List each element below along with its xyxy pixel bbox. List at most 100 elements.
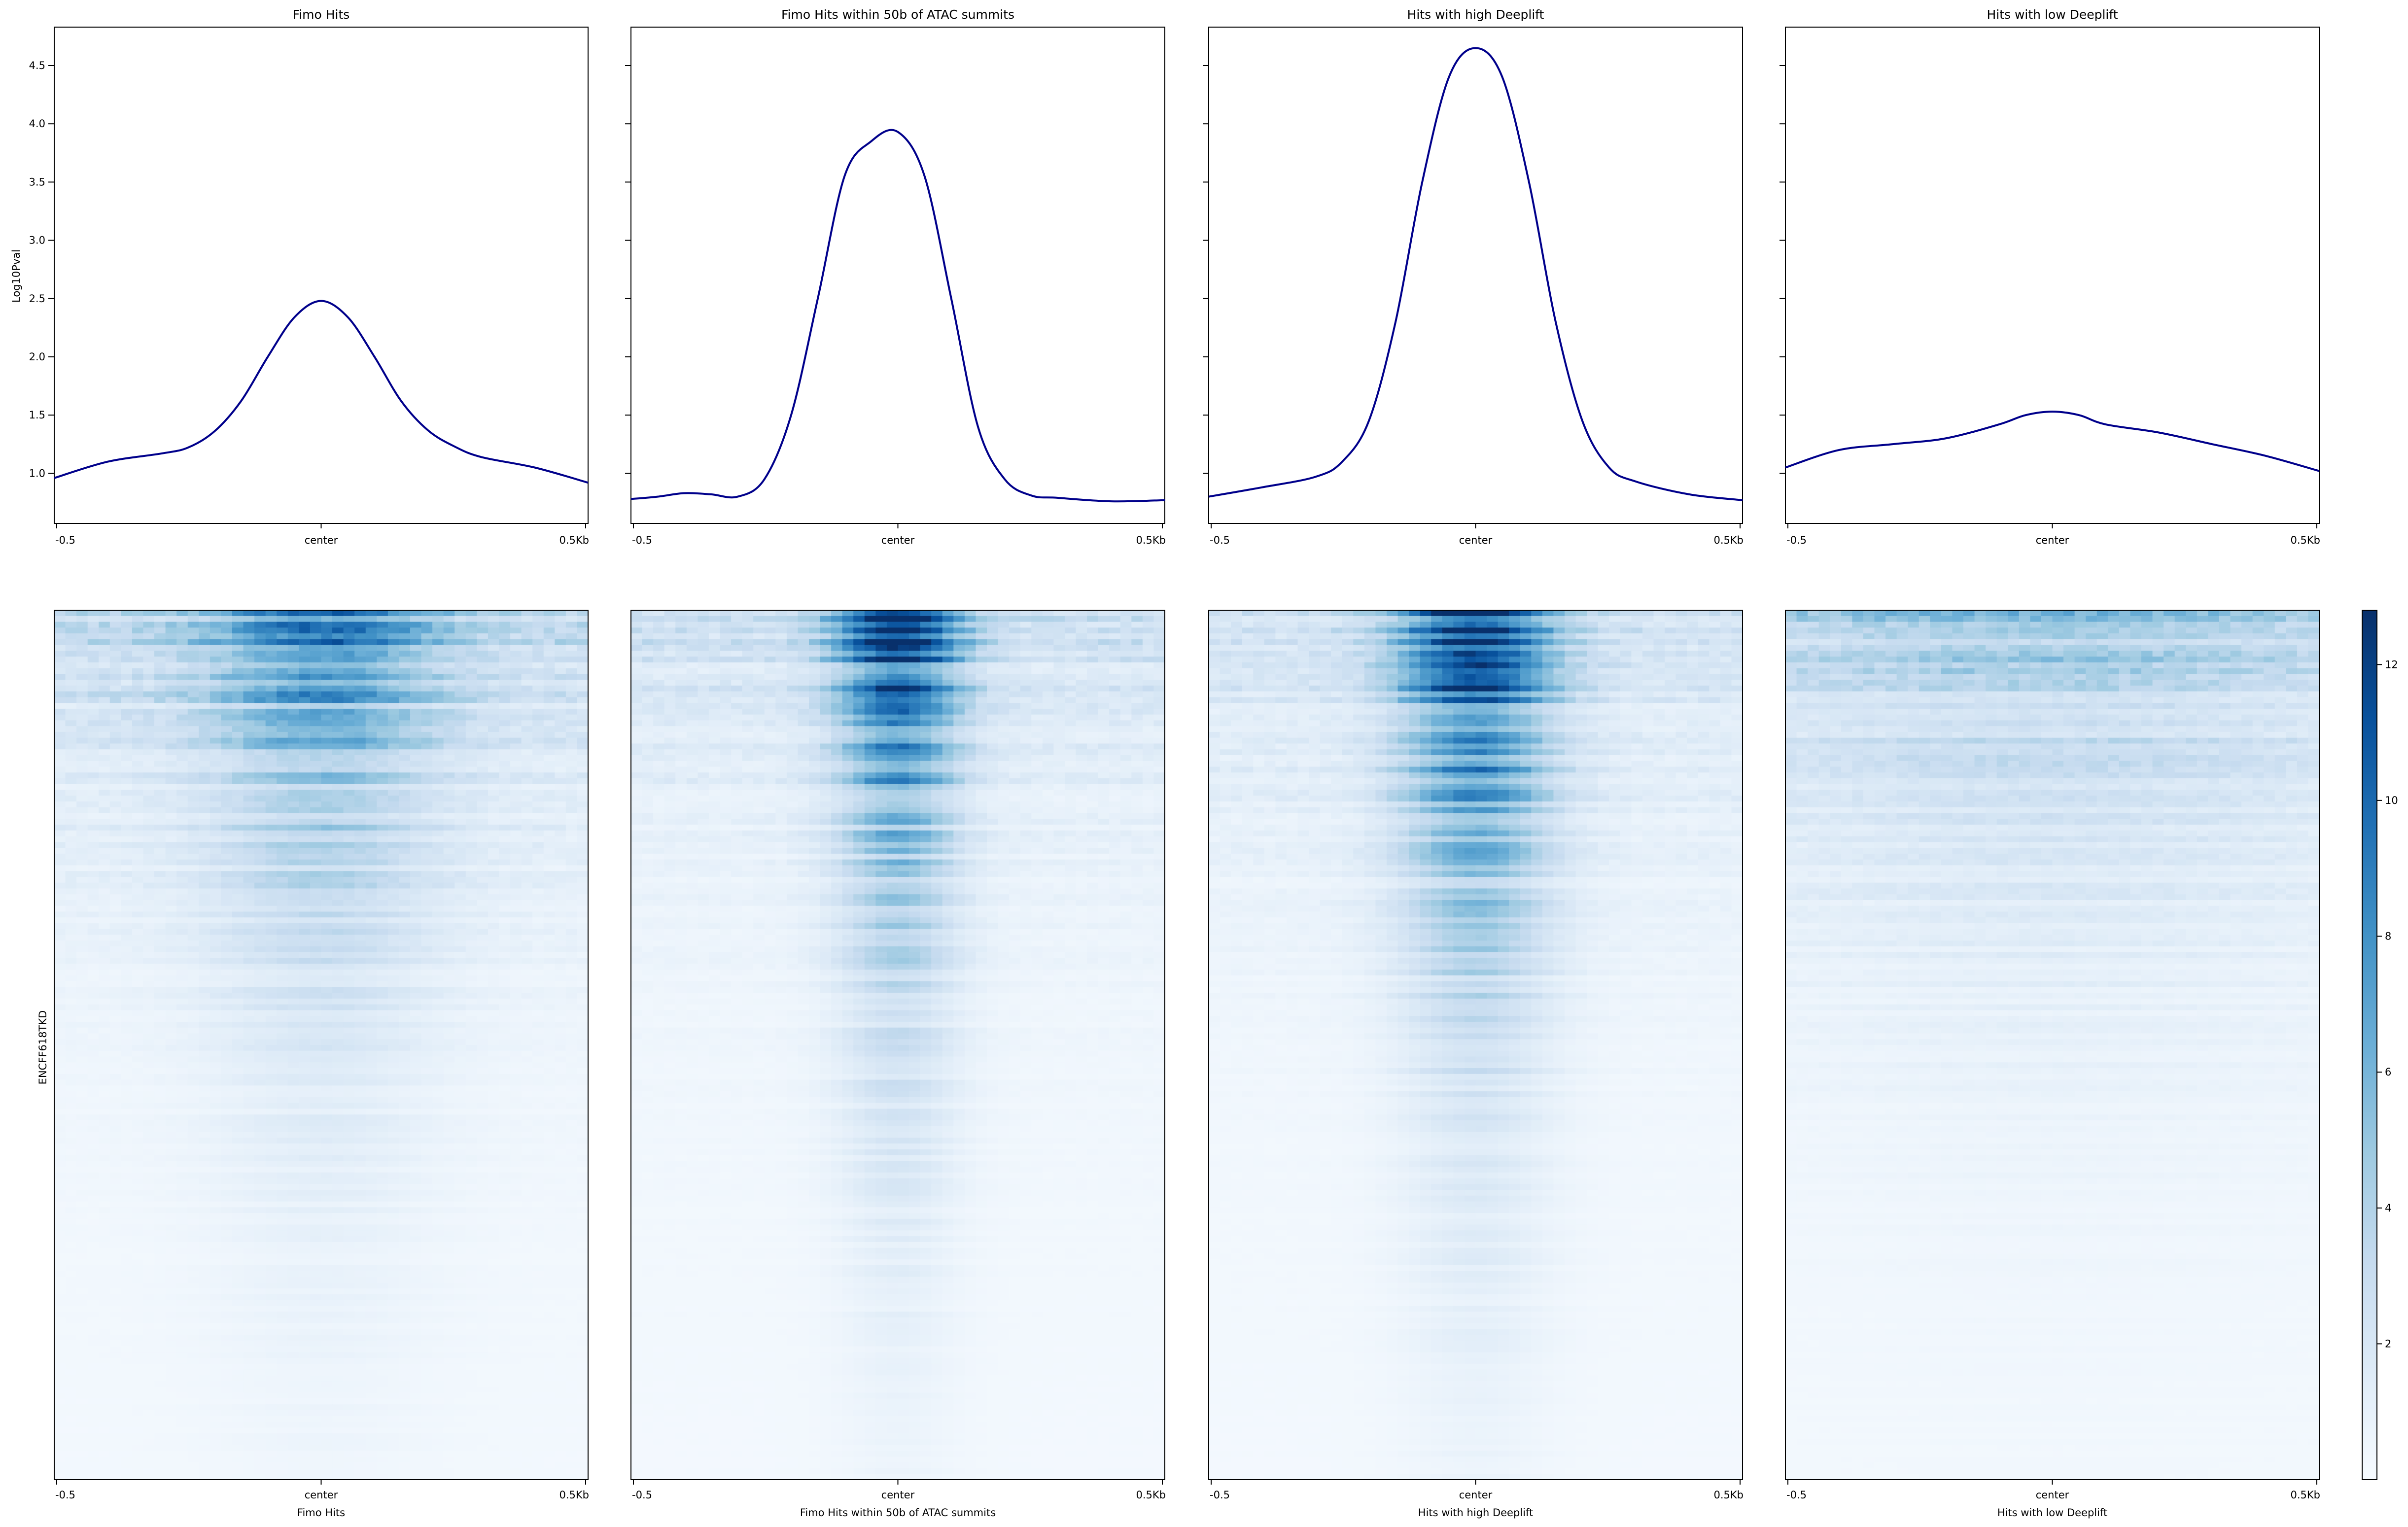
heatmap-cell [54,865,66,871]
heatmap-cell [522,1016,533,1022]
heatmap-cell [76,923,88,929]
heatmap-cell [466,1005,477,1010]
heatmap-cell [454,668,466,674]
heatmap-cell [66,993,77,999]
heatmap-cell [166,970,177,975]
heatmap-cell [399,842,410,848]
heatmap-cell [166,1097,177,1103]
heatmap-cell [299,1114,310,1120]
heatmap-cell [566,761,577,767]
heatmap-cell [544,888,555,894]
heatmap-cell [522,807,533,813]
heatmap-cell [199,761,210,767]
heatmap-cell [143,1120,155,1126]
heatmap-cell [321,807,333,813]
heatmap-cell [566,970,577,975]
heatmap-cell [354,1010,366,1016]
heatmap-cell [288,1074,299,1080]
heatmap-cell [488,801,499,807]
heatmap-cell [244,964,255,970]
heatmap-cell [477,732,488,738]
heatmap-cell [132,796,143,801]
heatmap-cell [188,1109,199,1114]
heatmap-cell [577,732,588,738]
heatmap-cell [566,749,577,755]
heatmap-cell [388,784,399,790]
heatmap-cell [477,662,488,668]
heatmap-cell [121,940,132,946]
heatmap-cell [432,662,444,668]
heatmap-cell [210,1016,221,1022]
heatmap-cell [288,1062,299,1068]
heatmap-cell [121,645,132,651]
heatmap-cell [232,709,244,715]
heatmap-cell [332,842,344,848]
heatmap-cell [566,627,577,633]
heatmap-cell [377,975,388,981]
heatmap-cell [266,692,277,697]
heatmap-cell [354,825,366,831]
heatmap-cell [388,680,399,686]
heatmap-cell [444,952,455,958]
heatmap-cell [399,1120,410,1126]
heatmap-cell [166,923,177,929]
heatmap-cell [244,1016,255,1022]
heatmap-cell [444,790,455,796]
heatmap-cell [299,784,310,790]
heatmap-cell [377,610,388,616]
heatmap-cell [399,778,410,784]
heatmap-cell [499,1126,511,1132]
heatmap-cell [166,999,177,1005]
heatmap-cell [321,761,333,767]
heatmap-cell [432,854,444,860]
heatmap-cell [532,784,544,790]
heatmap-cell [132,877,143,883]
heatmap-cell [121,761,132,767]
heatmap-cell [499,917,511,923]
heatmap-cell [299,1010,310,1016]
heatmap-cell [266,848,277,854]
heatmap-cell [466,1010,477,1016]
heatmap-cell [488,888,499,894]
heatmap-cell [488,622,499,628]
heatmap-cell [244,1045,255,1051]
heatmap-cell [499,1062,511,1068]
heatmap-cell [344,1010,355,1016]
heatmap-cell [499,1028,511,1034]
heatmap-cell [344,1022,355,1028]
heatmap-cell [399,877,410,883]
heatmap-cell [288,616,299,622]
heatmap-cell [110,946,121,952]
heatmap-cell [110,825,121,831]
heatmap-cell [399,1080,410,1086]
heatmap-cell [444,807,455,813]
heatmap-cell [555,888,566,894]
heatmap-cell [221,854,232,860]
heatmap-cell [76,801,88,807]
heatmap-cell [321,888,333,894]
heatmap-cell [132,1114,143,1120]
heatmap-cell [210,813,221,819]
heatmap-cell [299,715,310,721]
heatmap-cell [499,755,511,761]
heatmap-cell [132,1033,143,1039]
heatmap-panel-1: -0.5 center 0.5KbFimo Hits [54,610,589,1519]
heatmap-cell [288,715,299,721]
heatmap-cell [332,726,344,732]
heatmap-cell [366,813,377,819]
heatmap-cell [532,1074,544,1080]
heatmap-cell [154,1097,166,1103]
heatmap-cell [421,680,433,686]
heatmap-cell [244,888,255,894]
heatmap-cell [366,1057,377,1063]
heatmap-cell [266,1022,277,1028]
heatmap-cell [477,715,488,721]
heatmap-cell [99,964,110,970]
heatmap-cell [477,778,488,784]
heatmap-cell [532,825,544,831]
heatmap-cell [432,801,444,807]
heatmap-cell [344,825,355,831]
heatmap-cell [176,848,188,854]
heatmap-cell [277,778,288,784]
heatmap-cell [454,790,466,796]
